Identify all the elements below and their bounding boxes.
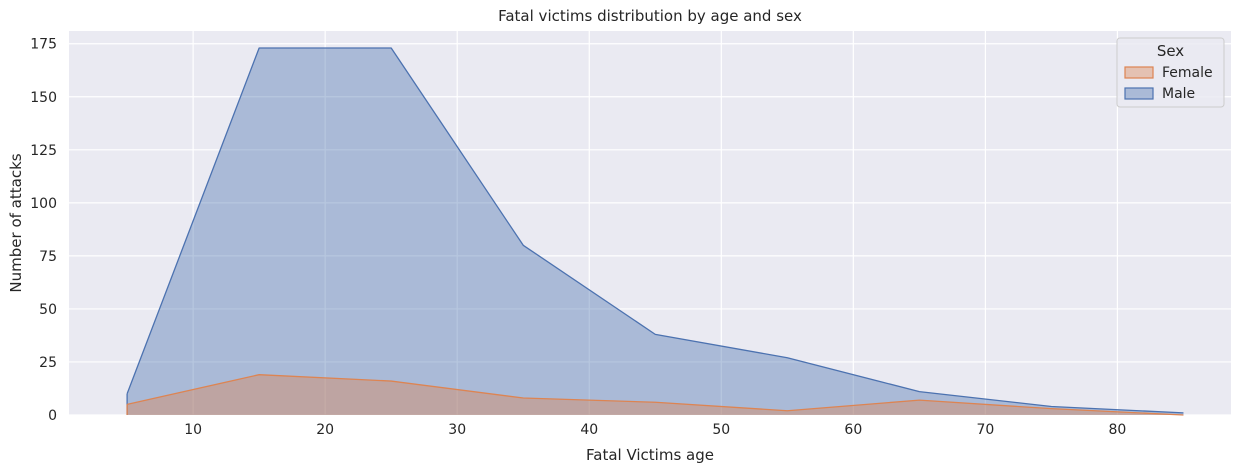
y-tick-label: 150: [30, 90, 57, 106]
female-legend-label: Female: [1162, 65, 1213, 81]
x-tick-label: 60: [844, 422, 862, 438]
legend: Sex Female Male: [1116, 37, 1225, 108]
x-axis-label: Fatal Victims age: [586, 446, 714, 464]
x-tick-label: 40: [580, 422, 598, 438]
grid-lines: [69, 31, 1231, 416]
male-area: [127, 47, 1184, 415]
x-tick-label: 70: [976, 422, 994, 438]
y-tick-label: 75: [39, 249, 57, 265]
female-legend-swatch: [1124, 66, 1154, 79]
x-tick-label: 10: [184, 422, 202, 438]
chart-title: Fatal victims distribution by age and se…: [498, 7, 802, 25]
x-axis-ticks: 10 20 30 40 50 60 70 80: [184, 422, 1126, 438]
x-tick-label: 50: [712, 422, 730, 438]
x-tick-label: 20: [316, 422, 334, 438]
y-tick-label: 25: [39, 355, 57, 371]
plot-background: [69, 31, 1231, 415]
female-area: [127, 374, 1184, 415]
legend-box: [1116, 37, 1225, 108]
male-legend-label: Male: [1162, 86, 1195, 102]
y-tick-label: 175: [30, 37, 57, 53]
male-legend-swatch: [1124, 87, 1154, 100]
y-tick-label: 125: [30, 143, 57, 159]
y-tick-label: 0: [48, 408, 57, 424]
y-axis-label: Number of attacks: [7, 153, 25, 292]
x-tick-label: 80: [1109, 422, 1127, 438]
y-tick-label: 100: [30, 196, 57, 212]
series-layer: [126, 47, 1184, 416]
legend-title: Sex: [1157, 42, 1184, 60]
x-tick-label: 30: [448, 422, 466, 438]
y-tick-label: 50: [39, 302, 57, 318]
y-axis-ticks: 0 25 50 75 100 125 150 175: [30, 37, 57, 424]
